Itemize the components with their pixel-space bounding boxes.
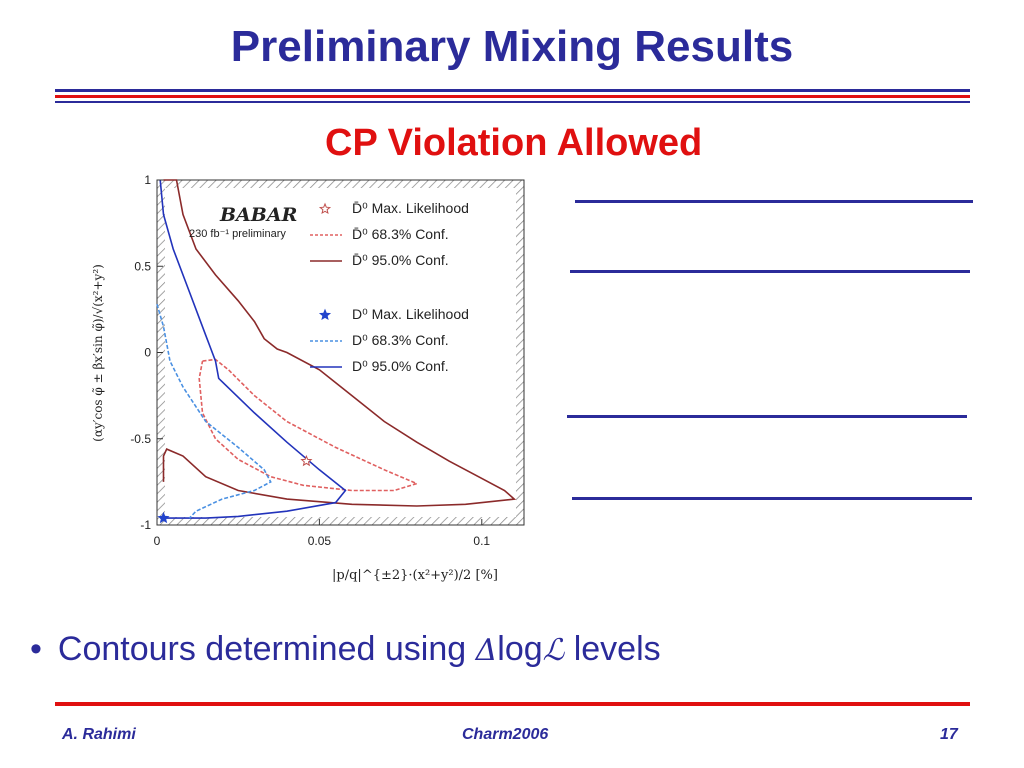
legend-label-2: D̄⁰ 95.0% Conf. — [352, 252, 449, 268]
footer-author: A. Rahimi — [62, 726, 136, 743]
legend-symbol-0 — [318, 202, 332, 215]
legend-label-3: D⁰ Max. Likelihood — [352, 306, 469, 322]
bullet-marker: • — [30, 630, 42, 668]
y-tick-label-0: 1 — [144, 175, 151, 187]
y-tick-label-4: -1 — [140, 518, 151, 532]
delta-symbol: Δ — [475, 633, 498, 668]
bullet-item: • Contours determined using Δlogℒ levels — [30, 630, 661, 669]
y-axis-label: (αy′cos φ̃ ± βx′sin φ̃)/√(x²+y²) — [91, 264, 105, 442]
footer-conference: Charm2006 — [462, 726, 549, 743]
y-tick-label-1: 0.5 — [134, 259, 151, 273]
answer-line-1 — [575, 200, 973, 203]
series-line-d-68-3-conf-1 — [198, 358, 420, 492]
mixing-chart: 10.50-0.5-10 0.05 0.1 BABAR 230 fb⁻¹ preli… — [91, 175, 525, 583]
y-tick-label-3: -0.5 — [130, 432, 151, 446]
log-text: log — [497, 630, 543, 668]
series-line-d-95-0-conf-0 — [162, 179, 517, 507]
series-line-d-95-0-conf-2 — [159, 179, 347, 519]
legend-label-1: D̄⁰ 68.3% Conf. — [352, 226, 449, 242]
answer-line-3 — [567, 415, 967, 418]
marker-d-max-likelihood-0 — [300, 454, 313, 467]
title-rule-bottom — [55, 101, 970, 103]
legend-label-0: D̄⁰ Max. Likelihood — [352, 200, 469, 216]
bullet-text-after: levels — [564, 630, 661, 668]
slide-subtitle: CP Violation Allowed — [325, 122, 703, 164]
x-axis-label: |p/q|^{±2}·(x²+y²)/2 [%] — [332, 568, 498, 583]
footer-rule — [55, 702, 970, 706]
answer-line-2 — [570, 270, 970, 273]
x-tick-label-2: 0.1 — [473, 534, 490, 548]
chart-logo: BABAR — [219, 204, 297, 226]
slide-title: Preliminary Mixing Results — [230, 22, 794, 71]
legend-label-5: D⁰ 95.0% Conf. — [352, 358, 449, 374]
bullet-text-before: Contours determined using — [57, 630, 476, 668]
x-tick-label-0: 0 — [154, 534, 161, 548]
title-rule-top — [55, 89, 970, 92]
likelihood-symbol: ℒ — [542, 633, 565, 668]
legend-label-4: D⁰ 68.3% Conf. — [352, 332, 449, 348]
x-tick-label-1: 0.05 — [308, 534, 332, 548]
chart-annotation: 230 fb⁻¹ preliminary — [189, 228, 286, 240]
plot-area — [165, 188, 516, 517]
y-tick-label-2: 0 — [144, 346, 151, 360]
marker-d-max-likelihood-1 — [157, 511, 170, 524]
legend-symbol-3 — [318, 308, 332, 321]
footer-page-number: 17 — [940, 726, 958, 743]
answer-line-4 — [572, 497, 972, 500]
series-line-d-68-3-conf-3 — [156, 303, 272, 519]
title-rule-middle — [55, 95, 970, 98]
